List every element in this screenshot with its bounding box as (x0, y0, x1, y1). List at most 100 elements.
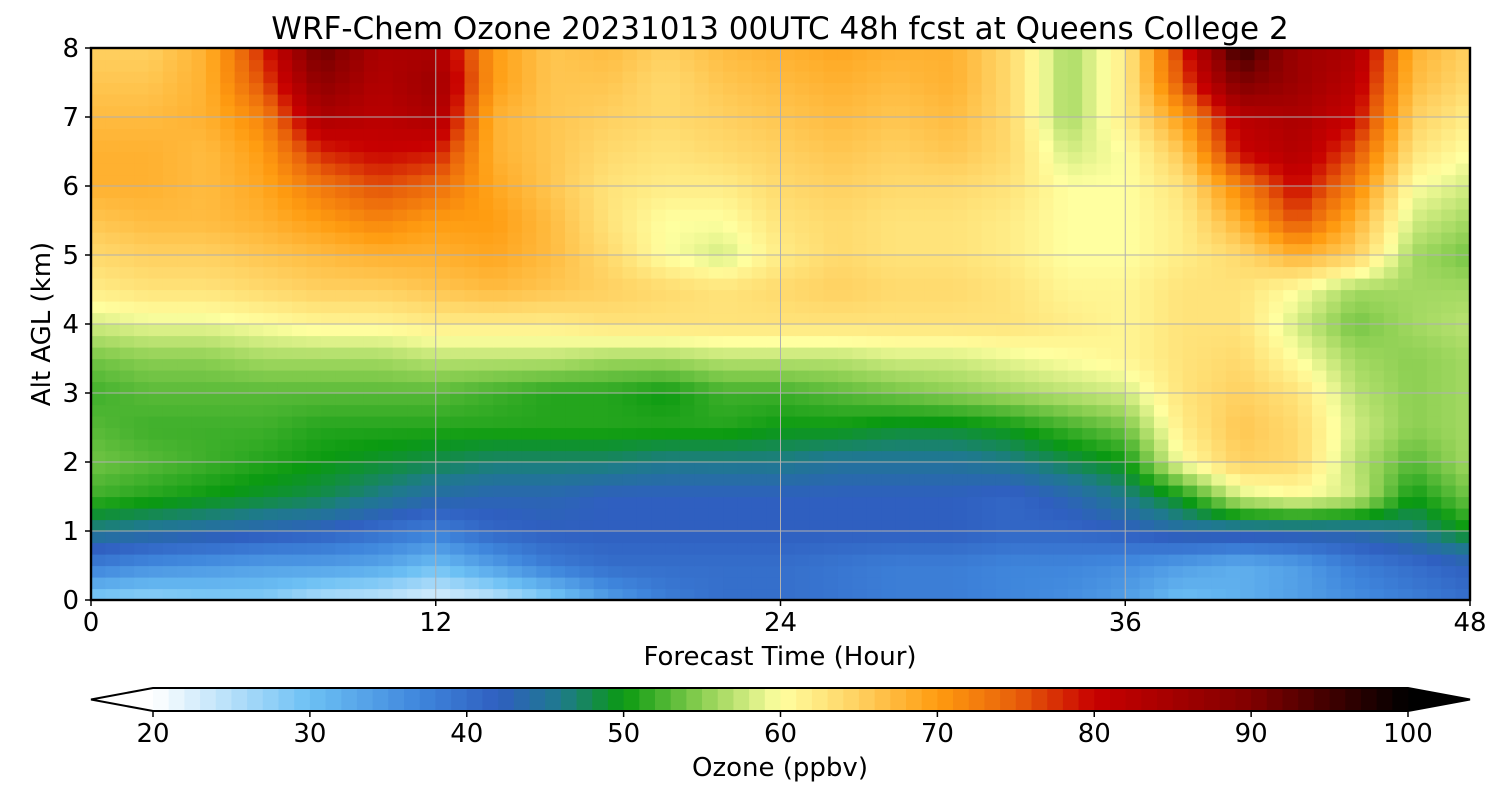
heatmap-cell (1441, 266, 1457, 279)
heatmap-cell (608, 209, 624, 222)
heatmap-cell (593, 209, 609, 222)
heatmap-cell (478, 232, 494, 245)
heatmap-cell (1125, 117, 1141, 130)
heatmap-cell (1125, 554, 1141, 567)
heatmap-cell (536, 140, 552, 153)
heatmap-cell (162, 266, 178, 279)
heatmap-cell (91, 381, 106, 394)
heatmap-cell (119, 266, 135, 279)
heatmap-cell (737, 255, 753, 268)
heatmap-cell (464, 82, 480, 95)
heatmap-cell (1455, 312, 1471, 325)
heatmap-cell (378, 347, 394, 360)
heatmap-cell (1139, 312, 1155, 325)
heatmap-cell (1125, 393, 1141, 406)
heatmap-cell (450, 347, 466, 360)
heatmap-cell (1024, 289, 1040, 302)
heatmap-cell (435, 301, 451, 314)
heatmap-cell (234, 416, 250, 429)
heatmap-cell (1082, 163, 1098, 176)
heatmap-cell (1398, 289, 1414, 302)
heatmap-cell (579, 416, 595, 429)
heatmap-cell (1426, 105, 1442, 118)
heatmap-cell (1268, 243, 1284, 256)
heatmap-cell (134, 232, 150, 245)
heatmap-cell (694, 393, 710, 406)
colorbar-swatch (874, 688, 891, 711)
heatmap-cell (1283, 128, 1299, 141)
heatmap-cell (1096, 163, 1112, 176)
heatmap-cell (737, 186, 753, 199)
heatmap-cell (622, 140, 638, 153)
heatmap-cell (881, 163, 897, 176)
heatmap-cell (895, 519, 911, 532)
heatmap-cell (751, 266, 767, 279)
heatmap-cell (651, 82, 667, 95)
heatmap-cell (450, 278, 466, 291)
heatmap-cell (1082, 48, 1098, 61)
heatmap-cell (1211, 48, 1227, 61)
heatmap-cell (794, 531, 810, 544)
heatmap-cell (1125, 209, 1141, 222)
heatmap-cell (1053, 255, 1069, 268)
heatmap-cell (392, 94, 408, 107)
heatmap-cell (608, 370, 624, 383)
heatmap-cell (1182, 71, 1198, 84)
heatmap-cell (952, 473, 968, 486)
heatmap-cell (1383, 554, 1399, 567)
heatmap-cell (1240, 163, 1256, 176)
heatmap-cell (924, 117, 940, 130)
heatmap-cell (565, 473, 580, 486)
heatmap-cell (780, 381, 796, 394)
heatmap-cell (1326, 439, 1342, 452)
heatmap-cell (1211, 427, 1227, 440)
heatmap-cell (938, 427, 954, 440)
heatmap-cell (608, 462, 624, 475)
heatmap-cell (1153, 335, 1169, 348)
heatmap-cell (780, 473, 796, 486)
heatmap-cell (478, 554, 494, 567)
heatmap-cell (1110, 347, 1126, 360)
heatmap-cell (378, 174, 394, 187)
heatmap-cell (191, 393, 207, 406)
heatmap-cell (1096, 462, 1112, 475)
heatmap-cell (1340, 542, 1356, 555)
heatmap-cell (1240, 450, 1256, 463)
heatmap-cell (1412, 243, 1428, 256)
heatmap-cell (320, 209, 336, 222)
heatmap-cell (1168, 508, 1184, 521)
heatmap-cell (277, 140, 293, 153)
heatmap-cell (1211, 404, 1227, 417)
heatmap-cell (938, 151, 954, 164)
heatmap-cell (952, 94, 968, 107)
heatmap-cell (363, 255, 379, 268)
heatmap-cell (1240, 485, 1256, 498)
heatmap-cell (1326, 94, 1342, 107)
heatmap-cell (766, 554, 782, 567)
heatmap-cell (608, 404, 624, 417)
heatmap-cell (1441, 48, 1457, 61)
heatmap-cell (234, 174, 250, 187)
heatmap-cell (1211, 105, 1227, 118)
heatmap-cell (1311, 462, 1327, 475)
heatmap-cell (1283, 439, 1299, 452)
heatmap-cell (866, 393, 882, 406)
heatmap-cell (1211, 220, 1227, 233)
heatmap-cell (378, 370, 394, 383)
heatmap-cell (694, 588, 710, 601)
heatmap-cell (938, 243, 954, 256)
heatmap-cell (1455, 151, 1471, 164)
heatmap-cell (1268, 462, 1284, 475)
heatmap-cell (1082, 289, 1098, 302)
heatmap-cell (1139, 301, 1155, 314)
heatmap-cell (1326, 128, 1342, 141)
heatmap-cell (536, 462, 552, 475)
heatmap-cell (1297, 197, 1313, 210)
heatmap-cell (335, 473, 351, 486)
heatmap-cell (565, 140, 580, 153)
heatmap-cell (608, 519, 624, 532)
heatmap-cell (766, 82, 782, 95)
heatmap-cell (435, 105, 451, 118)
heatmap-cell (995, 278, 1011, 291)
heatmap-cell (1240, 381, 1256, 394)
